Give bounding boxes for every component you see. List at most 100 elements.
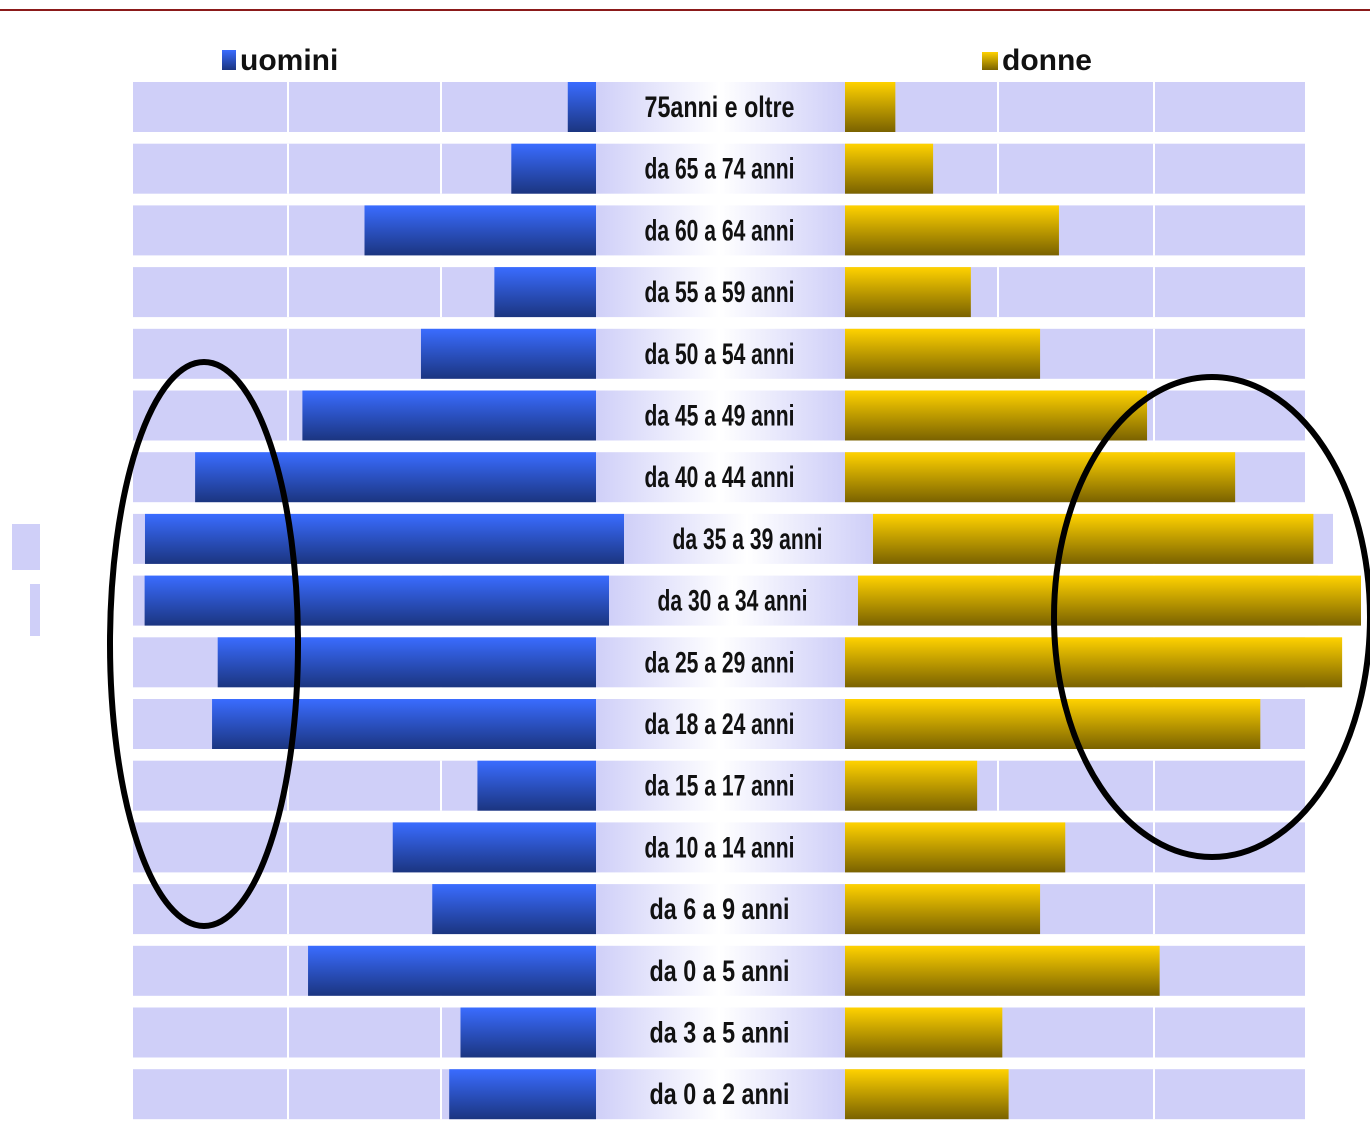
- stray-swatch-2: [30, 584, 40, 636]
- age-label-bg: [624, 513, 871, 564]
- grid-divider: [997, 760, 999, 811]
- chart-rows: 75anni e oltre da 65 a 74 anni da 60 a 64 …: [133, 82, 1361, 1120]
- bar-men: [432, 884, 596, 935]
- bar-men: [494, 267, 596, 318]
- grid-divider: [287, 822, 289, 873]
- age-group-label: da 60 a 64 anni: [645, 214, 795, 247]
- pyramid-row: da 45 a 49 anni: [133, 390, 1305, 441]
- bar-women: [845, 143, 934, 194]
- age-label-bg: [596, 390, 843, 441]
- age-group-label: da 50 a 54 anni: [645, 338, 795, 371]
- age-label-bg: [596, 760, 843, 811]
- age-label-bg: [596, 1069, 843, 1120]
- bar-women: [845, 699, 1261, 749]
- legend-swatch-women: [982, 52, 998, 70]
- age-group-label: da 30 a 34 anni: [658, 585, 808, 618]
- age-label-bg: [596, 637, 843, 688]
- grid-divider: [287, 1069, 289, 1120]
- bar-women: [845, 945, 1160, 996]
- grid-divider: [1153, 760, 1155, 811]
- age-group-label: da 3 a 5 anni: [650, 1017, 790, 1050]
- bar-men: [449, 1069, 596, 1120]
- pyramid-row: da 40 a 44 anni: [133, 452, 1305, 503]
- grid-divider: [1153, 143, 1155, 194]
- bar-men: [567, 82, 596, 132]
- stray-swatch-1: [12, 524, 40, 570]
- track-left: [133, 82, 596, 132]
- pyramid-row: 75anni e oltre: [133, 82, 1305, 132]
- grid-divider: [1153, 1069, 1155, 1120]
- grid-divider: [287, 945, 289, 996]
- bar-women: [858, 575, 1361, 626]
- grid-divider: [440, 1007, 442, 1058]
- legend-swatch-men: [222, 50, 236, 70]
- pyramid-row: da 10 a 14 anni: [133, 822, 1305, 873]
- age-group-label: da 55 a 59 anni: [645, 276, 795, 309]
- age-label-bg: [596, 143, 843, 194]
- pyramid-row: da 50 a 54 anni: [133, 328, 1305, 379]
- age-label-bg: [596, 82, 843, 132]
- bar-men: [212, 699, 597, 749]
- bar-women: [845, 390, 1148, 441]
- bar-men: [364, 205, 596, 256]
- top-divider-line: [0, 9, 1370, 11]
- bar-men: [460, 1007, 596, 1058]
- grid-divider: [287, 205, 289, 256]
- bar-men: [477, 760, 596, 811]
- pyramid-row: da 6 a 9 anni: [133, 884, 1305, 935]
- grid-divider: [287, 328, 289, 379]
- age-group-label: da 0 a 2 anni: [650, 1078, 790, 1111]
- age-label-bg: [609, 575, 856, 626]
- age-group-label: da 18 a 24 anni: [645, 708, 795, 741]
- bar-women: [845, 637, 1343, 688]
- pyramid-row: da 60 a 64 anni: [133, 205, 1305, 256]
- pyramid-row: da 3 a 5 anni: [133, 1007, 1305, 1058]
- pyramid-row: da 65 a 74 anni: [133, 143, 1305, 194]
- bar-men: [217, 637, 596, 688]
- bar-women: [845, 452, 1236, 503]
- grid-divider: [1153, 1007, 1155, 1058]
- bar-men: [511, 143, 596, 194]
- grid-divider: [287, 884, 289, 935]
- highlight-ellipse-men: [107, 359, 301, 929]
- pyramid-row: da 25 a 29 anni: [133, 637, 1343, 688]
- pyramid-row: da 55 a 59 anni: [133, 267, 1305, 318]
- age-group-label: da 15 a 17 anni: [645, 770, 795, 803]
- pyramid-row: da 15 a 17 anni: [133, 760, 1305, 811]
- grid-divider: [997, 267, 999, 318]
- grid-divider: [1153, 205, 1155, 256]
- bar-men: [308, 945, 596, 996]
- grid-divider: [1153, 267, 1155, 318]
- grid-divider: [997, 82, 999, 132]
- age-label-bg: [596, 205, 843, 256]
- pyramid-row: da 18 a 24 anni: [133, 699, 1305, 749]
- grid-divider: [440, 760, 442, 811]
- pyramid-row: da 35 a 39 anni: [133, 513, 1333, 564]
- age-group-label: da 25 a 29 anni: [645, 646, 795, 679]
- pyramid-row: da 30 a 34 anni: [133, 575, 1361, 626]
- bar-men: [144, 513, 624, 564]
- bar-men: [195, 452, 597, 503]
- age-label-bg: [596, 822, 843, 873]
- grid-divider: [440, 1069, 442, 1120]
- age-label-bg: [596, 452, 843, 503]
- age-label-bg: [596, 1007, 843, 1058]
- pyramid-row: da 0 a 2 anni: [133, 1069, 1305, 1120]
- grid-divider: [287, 267, 289, 318]
- age-group-label: da 40 a 44 anni: [645, 461, 795, 494]
- age-group-label: da 6 a 9 anni: [650, 893, 790, 926]
- track-right: [843, 82, 1305, 132]
- age-group-label: da 0 a 5 anni: [650, 955, 790, 988]
- grid-divider: [1153, 328, 1155, 379]
- grid-divider: [287, 390, 289, 441]
- pyramid-row: da 0 a 5 anni: [133, 945, 1305, 996]
- bar-men: [420, 328, 596, 379]
- bar-women: [845, 1069, 1009, 1120]
- highlight-ellipse-women: [1051, 374, 1370, 860]
- bar-women: [845, 760, 978, 811]
- age-label-bg: [596, 267, 843, 318]
- age-label-bg: [596, 884, 843, 935]
- age-group-label: da 35 a 39 anni: [673, 523, 823, 556]
- age-group-label: da 45 a 49 anni: [645, 400, 795, 433]
